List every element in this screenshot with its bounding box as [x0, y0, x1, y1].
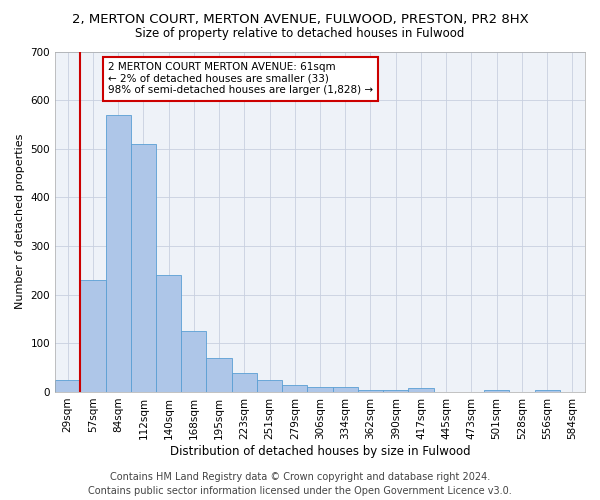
Bar — [106, 114, 131, 392]
Bar — [307, 387, 332, 392]
Bar — [181, 331, 206, 392]
Bar — [535, 390, 560, 392]
Y-axis label: Number of detached properties: Number of detached properties — [15, 134, 25, 310]
Bar — [358, 390, 383, 392]
Bar — [232, 372, 257, 392]
X-axis label: Distribution of detached houses by size in Fulwood: Distribution of detached houses by size … — [170, 444, 470, 458]
Bar — [257, 380, 282, 392]
Bar — [55, 380, 80, 392]
Bar — [332, 387, 358, 392]
Text: 2 MERTON COURT MERTON AVENUE: 61sqm
← 2% of detached houses are smaller (33)
98%: 2 MERTON COURT MERTON AVENUE: 61sqm ← 2%… — [108, 62, 373, 96]
Bar — [131, 144, 156, 392]
Bar — [206, 358, 232, 392]
Text: Size of property relative to detached houses in Fulwood: Size of property relative to detached ho… — [136, 28, 464, 40]
Bar — [282, 384, 307, 392]
Text: Contains HM Land Registry data © Crown copyright and database right 2024.
Contai: Contains HM Land Registry data © Crown c… — [88, 472, 512, 496]
Bar — [484, 390, 509, 392]
Text: 2, MERTON COURT, MERTON AVENUE, FULWOOD, PRESTON, PR2 8HX: 2, MERTON COURT, MERTON AVENUE, FULWOOD,… — [71, 12, 529, 26]
Bar — [409, 388, 434, 392]
Bar — [156, 275, 181, 392]
Bar — [383, 390, 409, 392]
Bar — [80, 280, 106, 392]
